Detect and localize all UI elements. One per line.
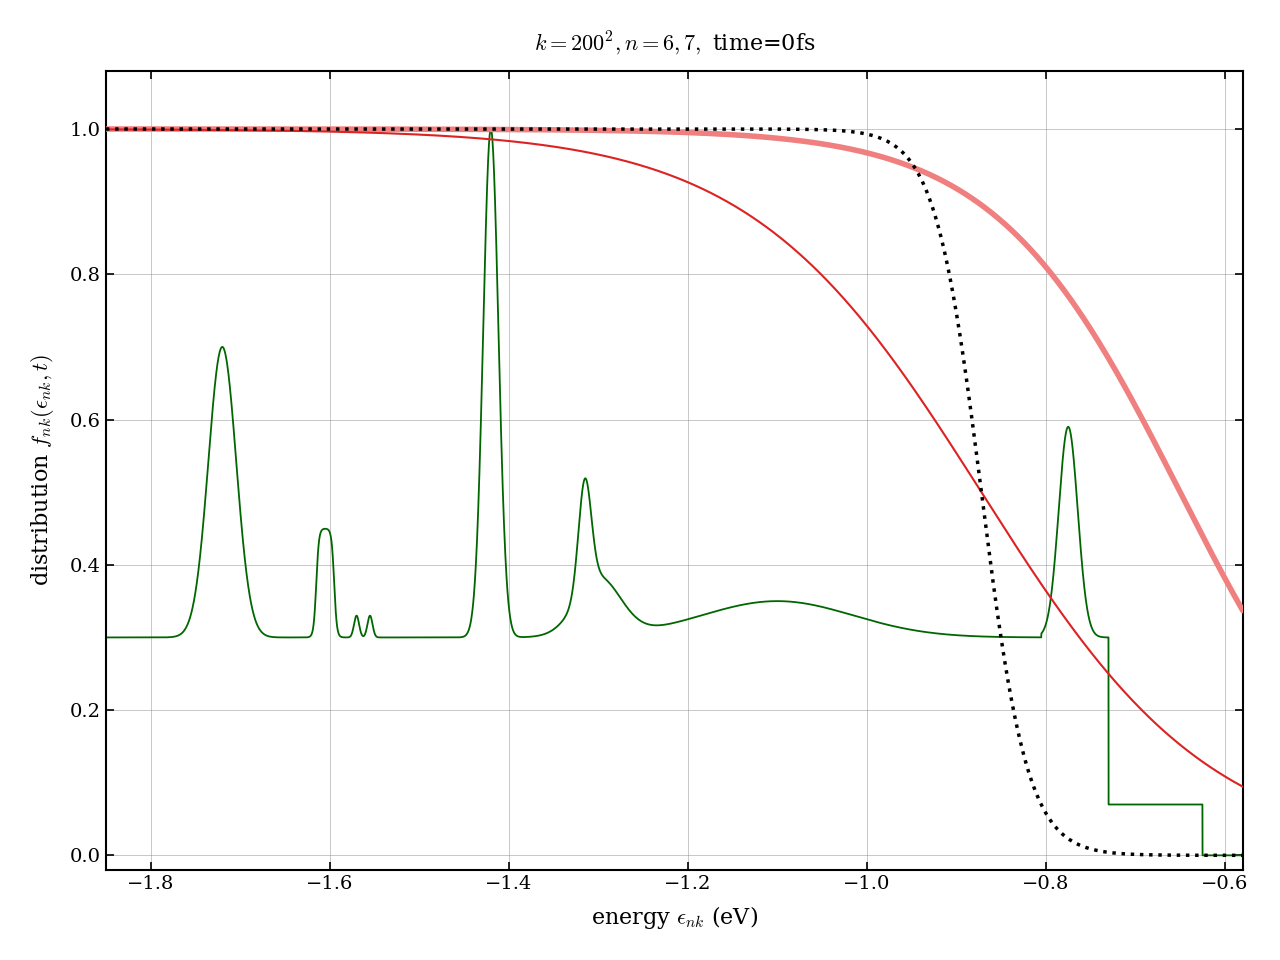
Y-axis label: distribution $f_{nk}(\epsilon_{nk}, t)$: distribution $f_{nk}(\epsilon_{nk}, t)$ <box>29 354 56 587</box>
Title: $k = 200^2, n = 6, 7,$ time=0fs: $k = 200^2, n = 6, 7,$ time=0fs <box>534 29 815 57</box>
X-axis label: energy $\epsilon_{nk}$ (eV): energy $\epsilon_{nk}$ (eV) <box>591 903 758 931</box>
